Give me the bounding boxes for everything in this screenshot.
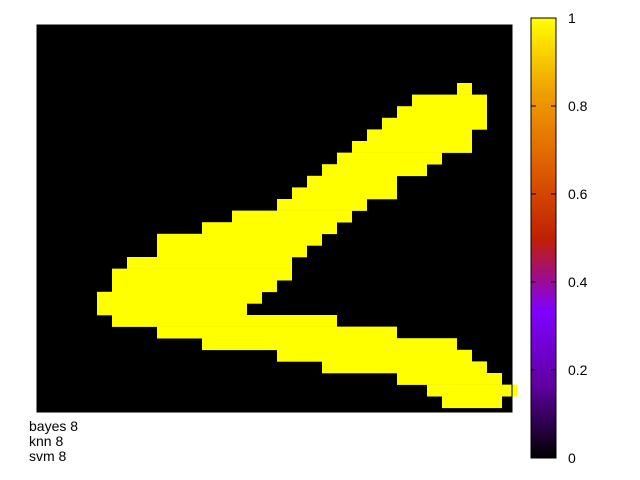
heatmap-cell-run [427,384,517,397]
colorbar: 0 0.2 0.4 0.6 0.8 1 [530,10,588,466]
heatmap-cell-run [157,326,397,339]
colorbar-tick-label: 0.4 [568,274,588,290]
colorbar-tick-label: 0.2 [568,362,588,378]
heatmap-cell-run [277,199,367,211]
heatmap-cell-run [307,175,397,188]
heatmap-cell-run [397,373,502,385]
heatmap-cell-run [97,291,262,304]
heatmap-cell-run [457,83,472,95]
heatmap-cell-run [202,222,337,235]
caption-svm: svm 8 [29,448,67,464]
colorbar-tick-label: 0 [568,450,576,466]
heatmap-cell-run [322,164,427,177]
heatmap-cell-run [112,268,292,281]
heatmap-cell-run [232,210,352,223]
caption-bayes: bayes 8 [29,418,79,434]
colorbar-tick-label: 1 [568,10,576,26]
colorbar-tick-label: 0.6 [568,186,588,202]
colorbar-gradient [530,17,557,459]
heatmap-cell-run [292,187,397,200]
heatmap-cell-run [127,257,292,269]
heatmap-cell-run [397,106,487,119]
heatmap-cell-run [157,245,307,258]
heatmap-cell-run [382,117,487,130]
heatmap-cell-run [352,141,472,153]
plot-frame [36,24,513,413]
heatmap-cell-run [277,349,472,362]
heatmap-cell-run [367,129,472,142]
heatmap-cell-run [112,315,337,327]
colorbar-tick-label: 0.8 [568,98,588,114]
heatmap-plot-area [36,24,517,413]
heatmap-cell-run [337,152,442,165]
heatmap-cell-run [442,396,502,409]
caption-knn: knn 8 [29,433,64,449]
heatmap-cell-run [157,233,322,246]
heatmap-cell-run [412,94,487,107]
heatmap-cell-run [112,280,277,293]
heatmap-cell-run [97,303,247,316]
heatmap-cell-run [322,361,487,374]
heatmap-cell-run [202,338,457,351]
